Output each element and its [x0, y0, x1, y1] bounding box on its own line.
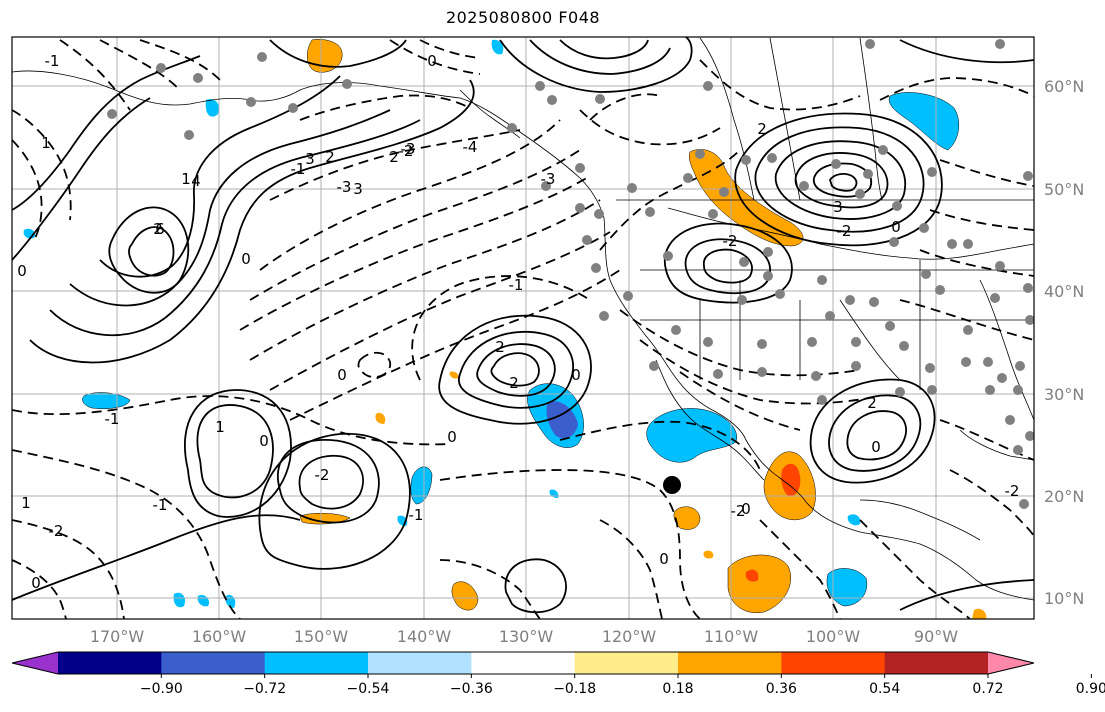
colorbar-bin — [781, 652, 886, 674]
contour-label: -2 — [399, 142, 414, 160]
contour-label: -2 — [837, 222, 852, 240]
gridlines — [12, 37, 1034, 619]
lon-label-160: 160°W — [192, 627, 247, 646]
storm-center-marker — [663, 476, 681, 494]
colorbar-outline — [11, 651, 1035, 675]
colorbar-bin — [574, 652, 679, 674]
contour-label: 2 — [867, 394, 877, 412]
contour-label: 0 — [31, 574, 41, 592]
lon-label-100: 100°W — [806, 627, 861, 646]
contour-label: 2 — [153, 220, 163, 238]
colorbar-bin — [678, 652, 782, 674]
lat-label-60: 60°N — [1044, 77, 1084, 96]
contour-label: -2 — [315, 466, 330, 484]
colorbar-bin — [58, 652, 162, 674]
colorbar-tick-label: −0.18 — [553, 681, 596, 697]
contour-label: 0 — [447, 428, 457, 446]
contour-label: 0 — [337, 366, 347, 384]
lat-label-30: 30°N — [1044, 385, 1084, 404]
contour-label: 1 — [181, 170, 191, 188]
contour-label: 1 — [215, 418, 225, 436]
colorbar-tick-label: 0.36 — [766, 681, 797, 697]
lon-label-130: 130°W — [499, 627, 554, 646]
colorbar-bin — [884, 652, 989, 674]
contour-label: 2 — [509, 374, 519, 392]
contour-label: 3 — [305, 150, 315, 168]
contour-label: 1 — [21, 494, 31, 512]
lon-label-170: 170°W — [90, 627, 145, 646]
contour-label: 3 — [353, 180, 363, 198]
contour-label: -2 — [723, 232, 738, 250]
contour-label: -3 — [401, 140, 416, 158]
contour-label: 0 — [241, 250, 251, 268]
colorbar-tick-label: −0.90 — [140, 681, 183, 697]
contour-label: -3 — [541, 170, 556, 188]
colorbar-bin — [368, 652, 472, 674]
contour-label: 1 — [41, 134, 51, 152]
lon-label-140: 140°W — [397, 627, 452, 646]
contour-label: -1 — [409, 506, 424, 524]
lat-label-10: 10°N — [1044, 589, 1084, 608]
contour-label: 2 — [495, 338, 505, 356]
contour-label: 0 — [659, 550, 669, 568]
contour-lines-dashed — [12, 39, 1034, 619]
map-frame — [11, 36, 1035, 620]
figure-title: 2025080800 F048 — [445, 8, 601, 27]
contour-label: 0 — [871, 438, 881, 456]
shading-layer — [23, 39, 987, 619]
contour-label: 2 — [325, 148, 335, 166]
colorbar-bin — [471, 652, 576, 674]
contour-label: 6 — [155, 220, 165, 238]
colorbar-tick-label: 0.54 — [869, 681, 900, 697]
colorbar-tick-label: 0.18 — [662, 681, 693, 697]
longitude-labels: 170°W 160°W 150°W 140°W 130°W 120°W 110°… — [90, 627, 958, 646]
colorbar-extend-low — [12, 652, 58, 674]
colorbar: −0.90 −0.72 −0.54 −0.36 −0.18 0.18 0.36 0.54 0.7… — [11, 651, 1105, 697]
contour-label: 0 — [427, 52, 437, 70]
lon-label-120: 120°W — [602, 627, 657, 646]
contour-label: 4 — [191, 172, 201, 190]
contour-label: -2 — [49, 522, 64, 540]
contour-label: -4 — [463, 138, 478, 156]
colorbar-extend-high — [988, 652, 1034, 674]
contour-label: 3 — [833, 198, 843, 216]
contour-label: 0 — [741, 500, 751, 518]
colorbar-bin — [161, 652, 266, 674]
map-background — [12, 37, 1034, 619]
colorbar-bin — [264, 652, 369, 674]
contour-lines — [12, 37, 1034, 614]
colorbar-tick-label: 0.90 — [1076, 681, 1105, 697]
lon-label-90: 90°W — [914, 627, 958, 646]
contour-label: 0 — [17, 262, 27, 280]
colorbar-tick-label: 0.72 — [972, 681, 1003, 697]
contour-label: 0 — [571, 366, 581, 384]
contour-label: -3 — [337, 178, 352, 196]
lon-label-150: 150°W — [294, 627, 349, 646]
contour-label: -1 — [45, 52, 60, 70]
latitude-labels: 60°N 50°N 40°N 30°N 20°N 10°N — [1044, 77, 1084, 608]
lat-label-40: 40°N — [1044, 282, 1084, 301]
lat-label-50: 50°N — [1044, 180, 1084, 199]
contour-label: -1 — [105, 410, 120, 428]
contour-label: 0 — [891, 218, 901, 236]
lat-label-20: 20°N — [1044, 487, 1084, 506]
contour-label: -1 — [291, 160, 306, 178]
contour-label: -2 — [1005, 482, 1020, 500]
contour-label: 0 — [259, 432, 269, 450]
contour-label: -1 — [153, 496, 168, 514]
lon-label-110: 110°W — [704, 627, 759, 646]
contour-label: 2 — [389, 148, 399, 166]
contour-label: 2 — [757, 120, 767, 138]
contour-label: -2 — [731, 502, 746, 520]
contour-label: -1 — [509, 276, 524, 294]
colorbar-tick-label: −0.36 — [450, 681, 493, 697]
colorbar-tick-label: −0.54 — [347, 681, 390, 697]
station-markers — [107, 39, 1034, 509]
colorbar-tick-label: −0.72 — [243, 681, 286, 697]
